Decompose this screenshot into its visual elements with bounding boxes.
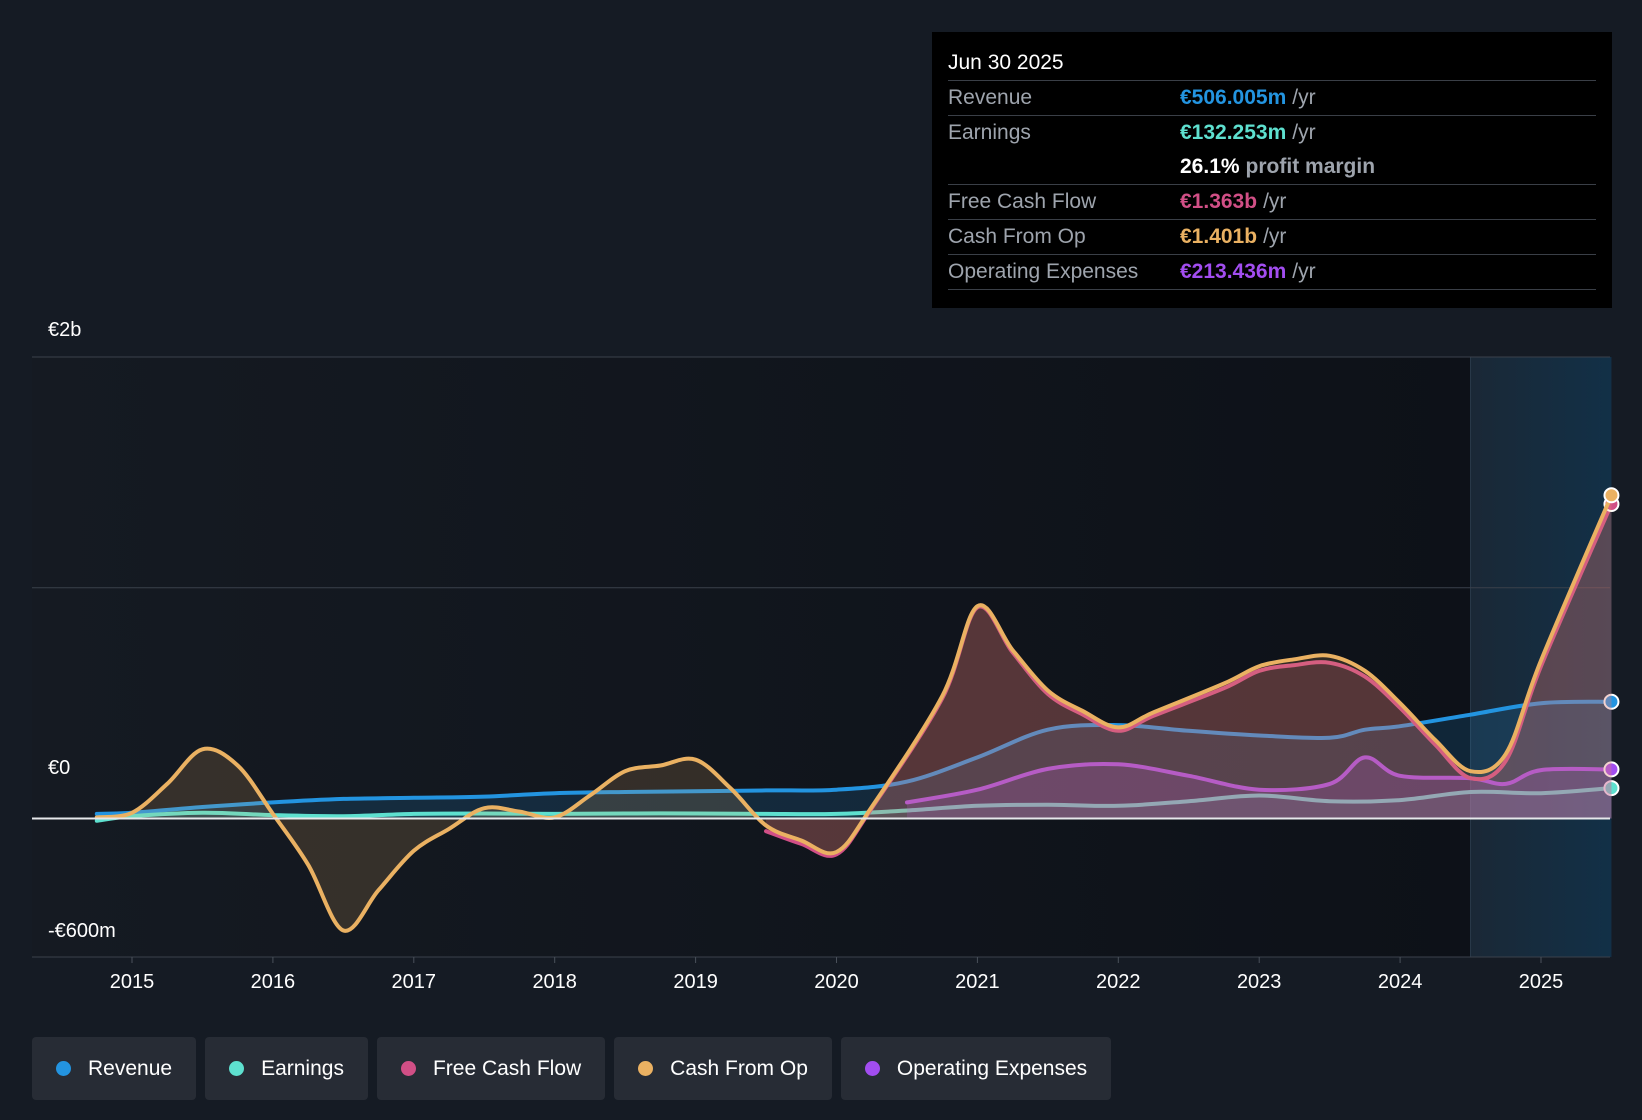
series-line-earnings <box>94 786 1614 823</box>
tooltip-unit: /yr <box>1292 86 1316 109</box>
series-area-operating-expenses <box>907 757 1612 819</box>
tooltip-value: €1.363b <box>1180 190 1258 213</box>
tooltip-row-cash-from-op: Cash From Op €1.401b /yr <box>948 220 1596 255</box>
series-line-operating-expenses <box>905 755 1614 805</box>
tooltip-label: Cash From Op <box>948 225 1086 248</box>
series-area-revenue <box>96 701 1612 819</box>
legend-item-operating-expenses[interactable]: Operating Expenses <box>840 1037 1112 1100</box>
series-area-free-cash-flow <box>766 504 1612 856</box>
series-line-cash-from-op <box>94 493 1614 933</box>
series-end-marker-earnings <box>1603 780 1620 797</box>
legend-label: Cash From Op <box>670 1056 808 1080</box>
legend-label: Free Cash Flow <box>432 1056 582 1080</box>
tooltip-label: Operating Expenses <box>948 260 1139 283</box>
series-end-marker-revenue <box>1603 693 1620 710</box>
series-end-marker-cash-from-op <box>1603 487 1620 504</box>
tooltip-value: €132.253m <box>1180 121 1287 144</box>
x-tick-label: 2023 <box>1236 971 1282 993</box>
x-tick-label: 2025 <box>1518 971 1564 993</box>
legend-label: Operating Expenses <box>896 1056 1088 1080</box>
tooltip-row-profit-margin: 26.1% profit margin <box>948 150 1596 185</box>
legend-dot-icon <box>864 1061 880 1076</box>
tooltip-unit: /yr <box>1292 260 1316 283</box>
tooltip-unit: /yr <box>1263 225 1287 248</box>
y-tick-label-bottom: -€600m <box>48 920 116 942</box>
x-tick-label: 2019 <box>673 971 718 993</box>
tooltip-row-operating-expenses: Operating Expenses €213.436m /yr <box>948 255 1596 290</box>
legend-dot-icon <box>56 1061 71 1076</box>
tooltip-value: €213.436m <box>1180 260 1287 283</box>
x-tick-label: 2020 <box>814 971 859 993</box>
legend-label: Revenue <box>88 1056 173 1080</box>
legend-dot-icon <box>638 1061 654 1076</box>
series-end-marker-operating-expenses <box>1603 761 1620 778</box>
x-tick-label: 2022 <box>1096 971 1141 993</box>
tooltip-label: Free Cash Flow <box>948 190 1097 213</box>
series-line-revenue <box>94 699 1614 816</box>
tooltip-unit: profit margin <box>1245 155 1376 178</box>
tooltip-value: €1.401b <box>1180 225 1258 248</box>
tooltip-value: 26.1% <box>1180 155 1240 178</box>
legend-item-cash-from-op[interactable]: Cash From Op <box>614 1037 832 1100</box>
chart-legend: Revenue Earnings Free Cash Flow Cash Fro… <box>32 1037 1112 1100</box>
tooltip-unit: /yr <box>1263 190 1287 213</box>
legend-dot-icon <box>229 1061 245 1076</box>
legend-dot-icon <box>400 1061 416 1076</box>
tooltip-date: Jun 30 2025 <box>948 46 1596 81</box>
data-tooltip: Jun 30 2025 Revenue €506.005m /yr Earnin… <box>932 32 1612 308</box>
legend-item-free-cash-flow[interactable]: Free Cash Flow <box>376 1037 606 1100</box>
tooltip-label: Earnings <box>948 121 1031 144</box>
tooltip-unit: /yr <box>1292 121 1316 144</box>
y-tick-label-zero: €0 <box>48 757 71 779</box>
legend-label: Earnings <box>261 1056 344 1080</box>
series-area-earnings <box>96 788 1612 821</box>
legend-item-revenue[interactable]: Revenue <box>32 1037 197 1100</box>
series-area-cash-from-op <box>96 495 1612 931</box>
plot-background <box>32 357 1471 957</box>
x-tick-label: 2017 <box>391 971 437 993</box>
x-tick-label: 2015 <box>109 971 155 993</box>
tooltip-row-earnings: Earnings €132.253m /yr <box>948 116 1596 150</box>
tooltip-label <box>948 150 1180 184</box>
tooltip-row-free-cash-flow: Free Cash Flow €1.363b /yr <box>948 185 1596 220</box>
legend-item-earnings[interactable]: Earnings <box>205 1037 368 1100</box>
tooltip-value: €506.005m <box>1180 86 1287 109</box>
x-tick-label: 2018 <box>532 971 577 993</box>
tooltip-label: Revenue <box>948 86 1033 109</box>
x-tick-label: 2021 <box>955 971 1000 993</box>
x-tick-label: 2024 <box>1377 971 1423 993</box>
x-tick-label: 2016 <box>250 971 296 993</box>
y-tick-label-top: €2b <box>48 319 82 341</box>
tooltip-row-revenue: Revenue €506.005m /yr <box>948 81 1596 116</box>
